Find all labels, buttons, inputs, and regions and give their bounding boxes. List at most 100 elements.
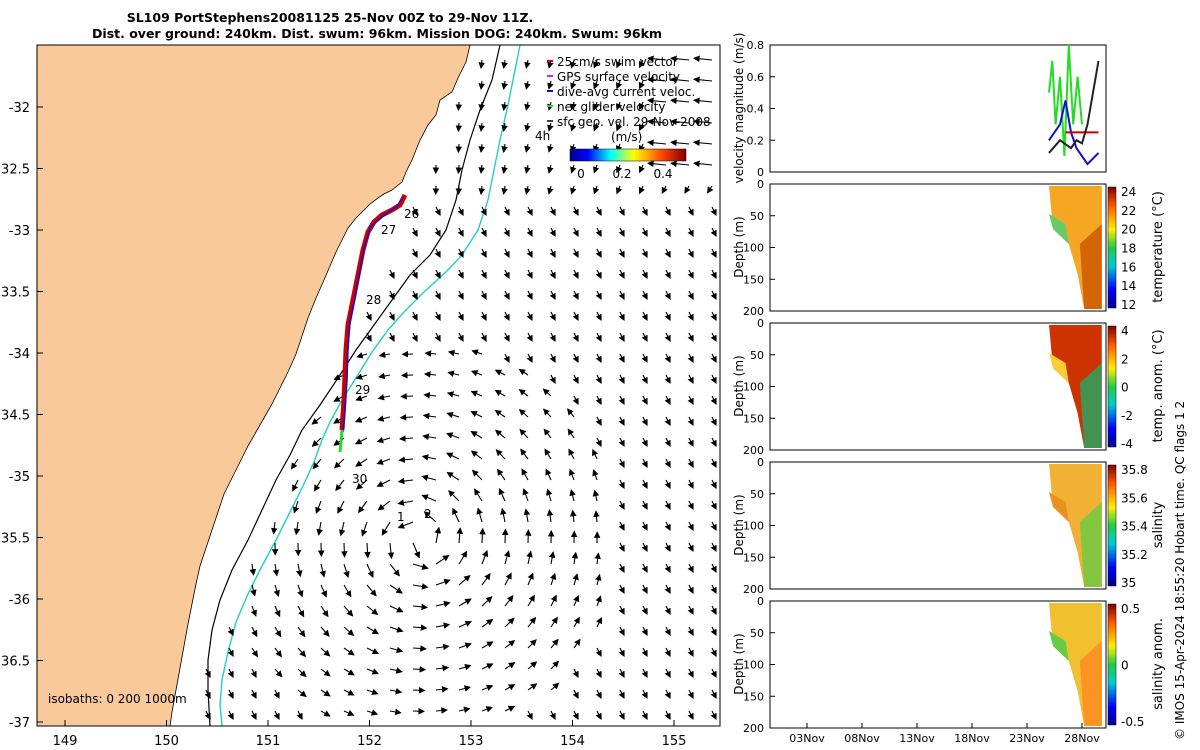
velocity-arrow (522, 488, 529, 502)
velocity-arrow (641, 227, 648, 237)
velocity-arrow (595, 668, 602, 678)
velocity-arrow (710, 500, 717, 510)
depth-ytick-label: 200 (743, 444, 764, 457)
depth-plot-frame (769, 183, 1107, 312)
map-y-axis: -32 32.5 -33 33.5 -34 34.5 -35 35.5 -36 36.5 -37 (1, 101, 43, 731)
map-frame (36, 44, 721, 727)
footer-credit: © IMOS 15-Apr-2024 18:55:20 Hobart time.… (1173, 401, 1187, 740)
velocity-arrow (572, 206, 579, 216)
velocity-arrow (664, 710, 671, 720)
velocity-arrow (527, 616, 537, 628)
velocity-arrow (664, 248, 671, 258)
velocity-arrow (501, 143, 508, 153)
map-ytick-label: -35 (9, 470, 30, 485)
velocity-arrow (311, 416, 322, 425)
velocity-arrow (687, 542, 694, 552)
velocity-arrow (320, 626, 330, 637)
velocity-arrow (641, 269, 648, 279)
velocity-arrow (503, 332, 510, 342)
colorbar-tick-label: 35.2 (1121, 548, 1148, 562)
velocity-arrow (618, 563, 625, 573)
velocity-arrow (315, 500, 322, 514)
velocity-arrow (381, 521, 391, 536)
velocity-arrow (204, 689, 211, 699)
velocity-arrow (592, 489, 600, 502)
velocity-arrow (421, 494, 437, 502)
velocity-arrow (501, 59, 508, 69)
velocity-arrow (422, 412, 437, 420)
velocity-arrow (412, 603, 429, 611)
depth-colorbar (1107, 603, 1117, 726)
velocity-arrow (526, 290, 533, 300)
velocity-arrow (422, 433, 437, 441)
depth-ytick-label: 150 (743, 551, 764, 564)
velocity-arrow (356, 352, 368, 359)
velocity-arrow (495, 449, 506, 460)
velocity-arrow (387, 542, 395, 560)
map-xtick-label: 154 (560, 734, 585, 749)
velocity-arrow (710, 311, 717, 321)
velocity-arrow (501, 122, 508, 132)
velocity-arrow (641, 605, 648, 615)
colorbar-tick-label: -4 (1121, 437, 1133, 451)
figure-title-line1: SL109 PortStephens20081125 25-Nov 00Z to… (127, 10, 534, 25)
velocity-arrow (641, 248, 648, 258)
velocity-arrow (669, 76, 690, 84)
velocity-arrow (457, 206, 464, 216)
velocity-arrow (638, 164, 645, 174)
velocity-arrow (572, 573, 579, 586)
colorbar-tick-label: 35.6 (1121, 491, 1148, 505)
velocity-arrow (365, 311, 372, 321)
velocity-arrow (480, 248, 487, 258)
velocity-arrow (664, 311, 671, 321)
velocity-arrow (550, 682, 560, 691)
colorbar-unit: (m/s) (611, 130, 642, 144)
velocity-arrow (503, 206, 510, 216)
velocity-arrow (549, 227, 556, 237)
velocity-arrow (664, 689, 671, 699)
depth-section-deep (1079, 363, 1102, 448)
velocity-arrow (572, 248, 579, 258)
map-xtick-label: 149 (53, 734, 78, 749)
velocity-arrow (615, 101, 623, 111)
map-ytick-label: 34.5 (1, 409, 30, 424)
velocity-arrow (480, 269, 487, 279)
velocity-arrow (481, 596, 493, 607)
velocity-arrow (378, 351, 391, 359)
colorbar-title: temp. anom. (°C) (1151, 329, 1166, 442)
velocity-arrow (504, 572, 512, 586)
velocity-arrow (641, 479, 648, 489)
velocity-arrow (572, 332, 579, 342)
depth-colorbar (1107, 464, 1117, 587)
colorbar-tick-label: 2 (1121, 352, 1129, 366)
velocity-arrow (504, 662, 516, 670)
velocity-arrow (389, 605, 404, 613)
depth-ytick-label: 0 (757, 317, 764, 330)
velocity-arrow (710, 458, 717, 468)
velocity-arrow (669, 55, 690, 63)
velocity-arrow (412, 624, 428, 631)
velocity-arrow (687, 563, 694, 573)
velocity-arrow (447, 349, 460, 357)
velocity-arrow (618, 206, 625, 216)
velocity-arrow (397, 521, 414, 529)
velocity-arrow (366, 626, 379, 635)
depth-plot-frame (769, 322, 1107, 451)
velocity-arrow (456, 527, 464, 544)
velocity-arrow (710, 710, 717, 720)
velocity-arrow (480, 290, 487, 300)
velocity-arrow (423, 511, 437, 523)
velocity-arrow (595, 269, 602, 279)
colorbar-title: salinity anom. (1151, 618, 1166, 710)
velocity-arrow (526, 227, 533, 237)
velocity-series-line (1048, 44, 1083, 157)
velocity-arrow (481, 549, 489, 565)
velocity-arrow (333, 458, 345, 469)
velocity-arrow (498, 488, 506, 502)
colorbar-title: salinity (1151, 501, 1166, 548)
day-label-28: 28 (366, 293, 381, 307)
velocity-arrow (664, 500, 671, 510)
velocity-arrow (618, 332, 625, 342)
velocity-arrow (524, 185, 531, 195)
